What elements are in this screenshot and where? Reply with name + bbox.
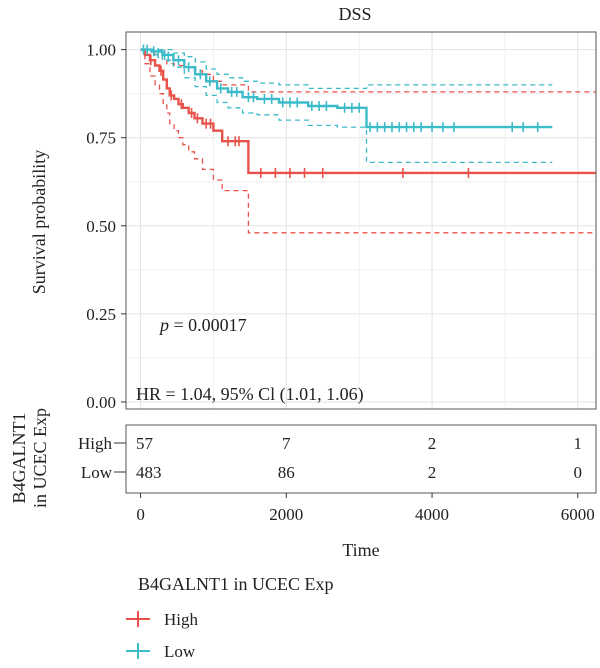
confidence-bands [140, 48, 596, 234]
y-tick-label: 0.00 [86, 393, 116, 412]
y-axis-ticks: 0.00 0.25 0.50 0.75 1.00 [86, 41, 126, 412]
ci-upper-low [140, 48, 553, 90]
survival-curve-high [140, 48, 596, 175]
p-value-text: = 0.00017 [169, 315, 247, 335]
risk-count: 2 [428, 434, 437, 453]
x-axis-ticks: 0 2000 4000 6000 [136, 493, 595, 524]
p-value-annotation: p = 0.00017 [158, 315, 247, 335]
risk-table-ylabel-line1: B4GALNT1 [9, 413, 29, 504]
y-tick-label: 0.75 [86, 129, 116, 148]
risk-row-label: Low [81, 463, 113, 482]
risk-count: 57 [136, 434, 154, 453]
p-symbol: p [158, 315, 169, 335]
y-axis-label: Survival probability [29, 150, 49, 294]
ci-upper-high [140, 48, 596, 93]
x-tick-label: 4000 [415, 505, 449, 524]
y-tick-label: 1.00 [86, 41, 116, 60]
legend-title: B4GALNT1 in UCEC Exp [138, 574, 334, 594]
x-tick-label: 6000 [561, 505, 595, 524]
ci-lower-low [140, 48, 553, 164]
risk-row-label: High [78, 434, 113, 453]
risk-count: 86 [278, 463, 295, 482]
y-tick-label: 0.25 [86, 305, 116, 324]
risk-count: 0 [574, 463, 583, 482]
legend-label-low: Low [164, 642, 196, 661]
legend-label-high: High [164, 610, 199, 629]
risk-count: 2 [428, 463, 437, 482]
survival-curves [140, 48, 596, 175]
risk-table-border [125, 424, 597, 494]
x-tick-label: 0 [136, 505, 145, 524]
plot-panel-border [125, 31, 597, 410]
ci-lower-high [140, 48, 596, 234]
legend: High Low [126, 610, 199, 661]
censor-marks [142, 44, 539, 178]
risk-table-ylabel-line2: in UCEC Exp [30, 408, 50, 508]
survival-curve-low [140, 48, 553, 129]
risk-count: 1 [574, 434, 583, 453]
hazard-ratio-annotation: HR = 1.04, 95% Cl (1.01, 1.06) [136, 384, 364, 405]
x-axis-label: Time [342, 540, 379, 560]
risk-count: 7 [282, 434, 291, 453]
grid-layer [126, 32, 596, 409]
risk-table: High 57 7 2 1 Low 483 86 2 0 [78, 434, 582, 482]
y-tick-label: 0.50 [86, 217, 116, 236]
risk-count: 483 [136, 463, 162, 482]
x-tick-label: 2000 [269, 505, 303, 524]
chart-title: DSS [338, 4, 371, 24]
